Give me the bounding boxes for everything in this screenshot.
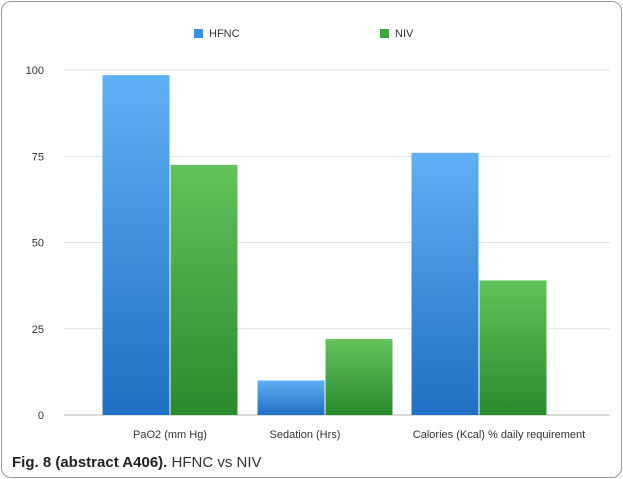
x-category-labels: PaO2 (mm Hg) Sedation (Hrs) Calories (Kcal… <box>133 429 585 441</box>
bar-niv-2 <box>479 280 547 415</box>
x-category-label: Sedation (Hrs) <box>270 429 341 441</box>
legend-swatch-niv <box>380 29 389 38</box>
bar-hfnc-1 <box>257 380 325 415</box>
bars <box>102 75 547 416</box>
legend-swatch-hfnc <box>194 29 203 38</box>
y-tick-label: 25 <box>32 324 44 336</box>
legend: HFNC NIV <box>194 28 414 40</box>
x-category-label: Calories (Kcal) % daily requirement <box>413 429 585 441</box>
bar-hfnc-2 <box>411 152 479 416</box>
y-tick-label: 50 <box>32 238 44 250</box>
caption-label: Fig. 8 (abstract A406). <box>12 454 168 471</box>
legend-label-niv: NIV <box>395 28 414 40</box>
y-tick-label: 100 <box>26 65 44 77</box>
y-tick-label: 0 <box>38 410 44 422</box>
caption-text: HFNC vs NIV <box>171 454 262 471</box>
figure-caption: Fig. 8 (abstract A406). HFNC vs NIV <box>12 454 262 471</box>
legend-label-hfnc: HFNC <box>209 28 240 40</box>
x-category-label: PaO2 (mm Hg) <box>133 429 207 441</box>
bar-hfnc-0 <box>102 75 170 416</box>
bar-niv-1 <box>325 339 393 415</box>
bar-chart: 0 25 50 75 100 PaO2 (mm Hg) Sedation (Hrs) Cal… <box>26 28 610 441</box>
bar-niv-0 <box>170 164 238 415</box>
y-tick-label: 75 <box>32 151 44 163</box>
y-tick-labels: 0 25 50 75 100 <box>26 65 44 422</box>
